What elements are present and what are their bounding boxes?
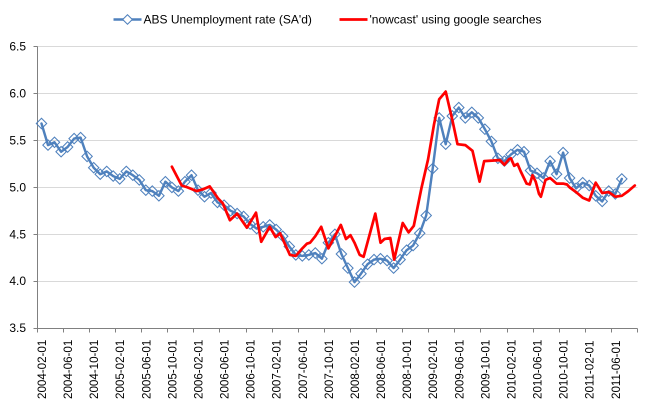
svg-text:2007-10-01: 2007-10-01 [323, 340, 336, 399]
svg-text:4.5: 4.5 [9, 227, 26, 241]
svg-text:2004-02-01: 2004-02-01 [36, 340, 49, 399]
svg-text:2005-06-01: 2005-06-01 [140, 340, 153, 399]
svg-text:5.5: 5.5 [9, 133, 26, 147]
svg-text:2011-06-01: 2011-06-01 [610, 341, 623, 399]
svg-text:2007-02-01: 2007-02-01 [271, 340, 284, 399]
svg-text:2010-10-01: 2010-10-01 [558, 340, 571, 399]
svg-text:2004-06-01: 2004-06-01 [62, 340, 75, 399]
svg-text:5.0: 5.0 [9, 180, 26, 194]
svg-text:2005-10-01: 2005-10-01 [166, 340, 179, 399]
svg-text:2006-02-01: 2006-02-01 [193, 340, 206, 399]
svg-text:ABS Unemployment rate (SA'd): ABS Unemployment rate (SA'd) [144, 13, 312, 27]
svg-text:2010-02-01: 2010-02-01 [505, 340, 518, 399]
svg-text:2008-06-01: 2008-06-01 [375, 340, 388, 399]
svg-text:2009-02-01: 2009-02-01 [427, 340, 440, 399]
svg-text:3.5: 3.5 [9, 321, 26, 335]
svg-text:2006-10-01: 2006-10-01 [245, 340, 258, 399]
svg-text:2009-06-01: 2009-06-01 [453, 340, 466, 399]
svg-text:2007-06-01: 2007-06-01 [297, 340, 310, 399]
svg-text:6.0: 6.0 [9, 87, 26, 101]
svg-text:2004-10-01: 2004-10-01 [88, 340, 101, 399]
svg-text:2011-02-01: 2011-02-01 [584, 341, 597, 399]
svg-text:2009-10-01: 2009-10-01 [479, 340, 492, 399]
svg-text:2008-02-01: 2008-02-01 [349, 340, 362, 399]
svg-text:2010-06-01: 2010-06-01 [532, 340, 545, 399]
svg-text:6.5: 6.5 [9, 40, 26, 54]
svg-text:4.0: 4.0 [9, 274, 26, 288]
svg-text:2006-06-01: 2006-06-01 [219, 340, 232, 399]
svg-text:'nowcast' using google searche: 'nowcast' using google searches [370, 13, 542, 27]
svg-text:2008-10-01: 2008-10-01 [401, 340, 414, 399]
svg-text:2005-02-01: 2005-02-01 [114, 340, 127, 399]
